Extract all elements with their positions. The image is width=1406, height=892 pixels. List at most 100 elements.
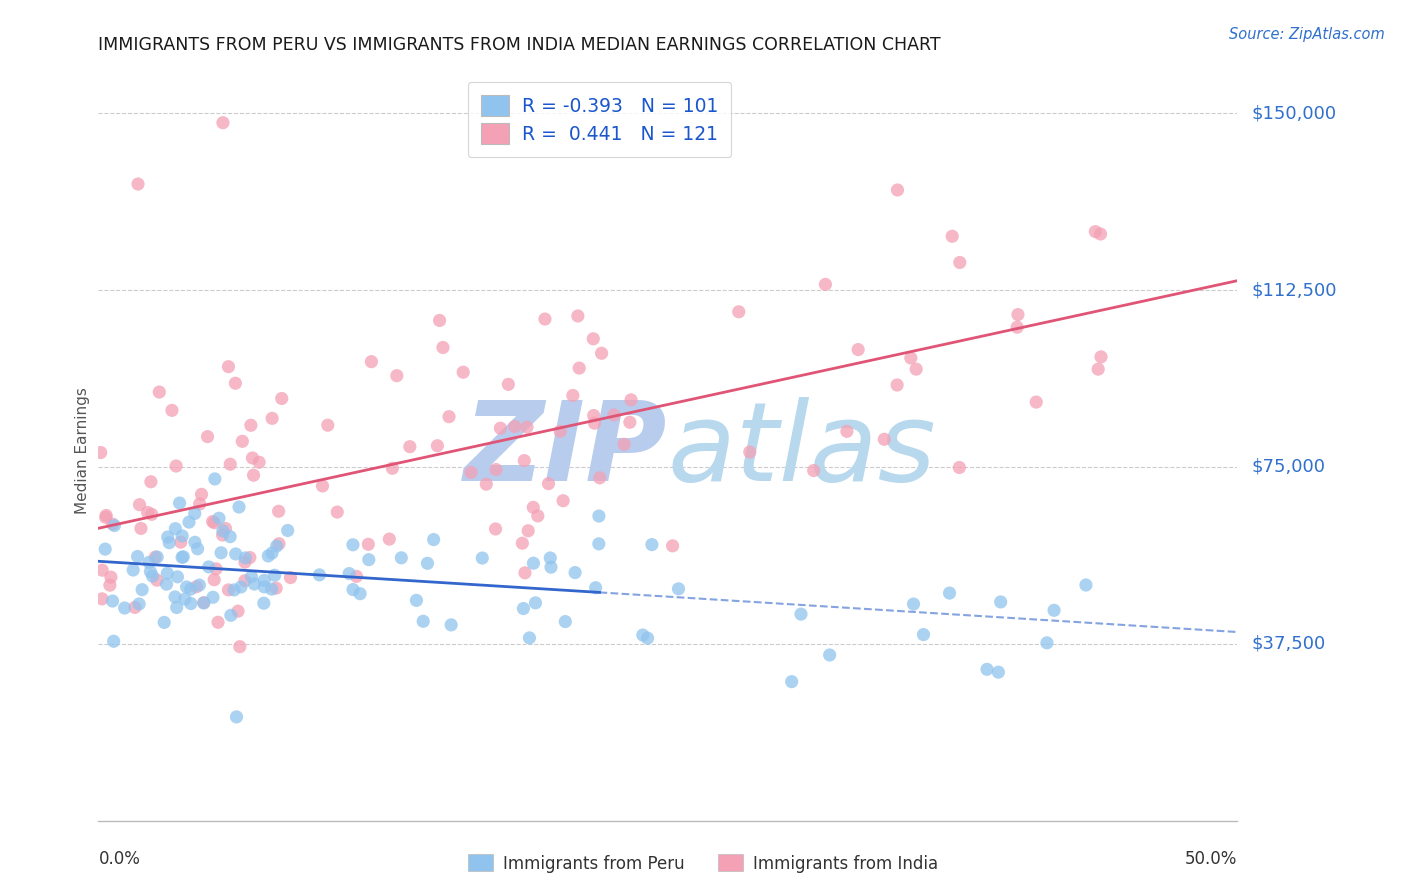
Point xyxy=(188,497,211,511)
Point xyxy=(277,524,299,538)
Point xyxy=(905,362,928,376)
Point xyxy=(567,309,589,323)
Point xyxy=(264,581,287,595)
Text: $75,000: $75,000 xyxy=(1251,458,1326,476)
Point xyxy=(139,565,162,579)
Point xyxy=(222,582,245,597)
Y-axis label: Median Earnings: Median Earnings xyxy=(75,387,90,514)
Point xyxy=(949,255,972,269)
Point xyxy=(337,566,360,581)
Point xyxy=(588,537,610,551)
Point xyxy=(155,577,177,591)
Point xyxy=(990,595,1012,609)
Point xyxy=(219,608,242,623)
Point xyxy=(170,550,193,565)
Point xyxy=(738,445,761,459)
Point xyxy=(166,600,188,615)
Point xyxy=(1074,578,1097,592)
Point xyxy=(141,508,163,522)
Point xyxy=(212,524,235,538)
Point xyxy=(128,498,150,512)
Point xyxy=(228,500,250,514)
Point xyxy=(201,515,224,529)
Point xyxy=(1084,225,1107,239)
Point xyxy=(169,496,191,510)
Point xyxy=(243,577,266,591)
Point xyxy=(266,539,288,553)
Point xyxy=(912,627,935,641)
Point xyxy=(229,640,252,654)
Point xyxy=(554,615,576,629)
Point xyxy=(342,538,364,552)
Point xyxy=(148,385,170,400)
Point xyxy=(512,601,534,615)
Point xyxy=(127,549,149,564)
Point xyxy=(790,607,813,621)
Point xyxy=(165,458,187,473)
Point xyxy=(451,365,474,379)
Point xyxy=(589,471,612,485)
Point xyxy=(668,582,690,596)
Point xyxy=(240,570,263,584)
Point xyxy=(385,368,408,383)
Point xyxy=(186,580,208,594)
Point xyxy=(357,552,380,566)
Point xyxy=(260,582,283,596)
Text: Source: ZipAtlas.com: Source: ZipAtlas.com xyxy=(1229,27,1385,42)
Point xyxy=(429,313,451,327)
Point xyxy=(582,409,605,423)
Point xyxy=(886,183,908,197)
Point xyxy=(208,511,231,525)
Point xyxy=(231,434,253,449)
Point xyxy=(233,574,256,588)
Point xyxy=(548,425,571,439)
Point xyxy=(217,359,239,374)
Point xyxy=(224,376,246,391)
Point xyxy=(90,445,112,459)
Point xyxy=(342,582,364,597)
Point xyxy=(157,535,180,549)
Point xyxy=(197,560,219,574)
Point xyxy=(103,634,125,648)
Point xyxy=(873,432,896,446)
Point xyxy=(619,415,641,429)
Point xyxy=(661,539,683,553)
Text: 0.0%: 0.0% xyxy=(98,850,141,868)
Point xyxy=(143,550,166,565)
Point xyxy=(96,508,118,523)
Point xyxy=(253,574,276,588)
Point xyxy=(471,551,494,566)
Point xyxy=(803,464,825,478)
Point xyxy=(207,615,229,630)
Point xyxy=(389,550,412,565)
Point xyxy=(357,537,380,551)
Point xyxy=(129,521,152,535)
Point xyxy=(262,411,284,425)
Point xyxy=(205,562,228,576)
Text: 50.0%: 50.0% xyxy=(1185,850,1237,868)
Point xyxy=(263,568,285,582)
Point xyxy=(948,460,970,475)
Point xyxy=(426,439,449,453)
Point xyxy=(165,522,187,536)
Point xyxy=(156,566,179,581)
Point xyxy=(941,229,963,244)
Point xyxy=(98,578,121,592)
Point xyxy=(239,418,262,433)
Point xyxy=(360,354,382,368)
Point xyxy=(637,631,659,645)
Point xyxy=(1090,227,1112,241)
Point xyxy=(141,569,163,583)
Point xyxy=(437,409,460,424)
Point xyxy=(197,430,219,444)
Point xyxy=(432,341,454,355)
Point xyxy=(180,597,202,611)
Point xyxy=(561,388,583,402)
Point xyxy=(886,378,908,392)
Point xyxy=(591,346,613,360)
Point xyxy=(100,570,122,584)
Point xyxy=(170,535,193,549)
Point xyxy=(188,578,211,592)
Point xyxy=(378,532,401,546)
Point xyxy=(522,556,544,570)
